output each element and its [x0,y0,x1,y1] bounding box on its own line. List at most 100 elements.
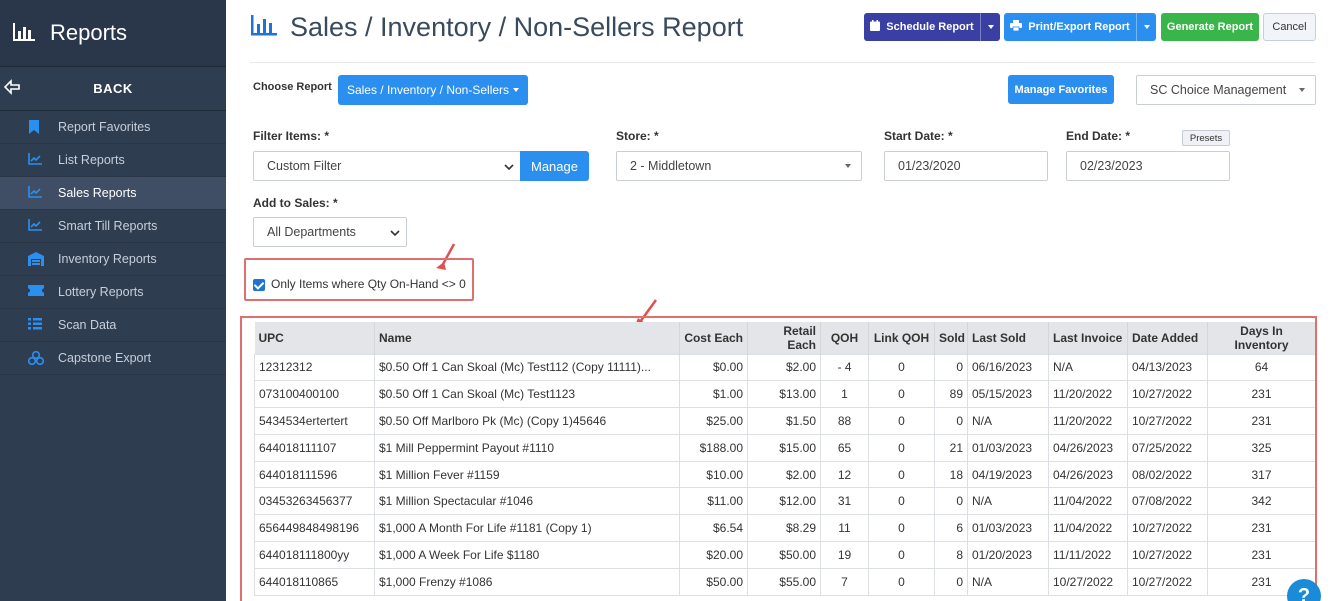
table-cell: 644018111596 [254,460,375,489]
cubes-icon [27,350,45,366]
filter-items-select[interactable]: Custom Filter [253,151,521,181]
schedule-dropdown-toggle[interactable] [980,13,1000,41]
company-select[interactable]: SC Choice Management [1136,75,1316,105]
chevron-down-icon [504,161,514,175]
table-cell: $15.00 [747,433,821,462]
table-row[interactable]: 644018111107 $1 Mill Peppermint Payout #1… [254,433,1315,462]
add-to-sales-label: Add to Sales: * [253,196,338,210]
table-cell: $1 Million Fever #1159 [374,460,680,489]
table-cell: $6.54 [679,514,748,543]
end-date-input[interactable] [1066,151,1230,181]
bookmark-icon [28,120,42,134]
results-table: UPC Name Cost Each Retail Each QOH Link QOH So… [254,322,1315,596]
sidebar-item-label: Smart Till Reports [58,219,158,233]
table-cell: N/A [1048,353,1128,382]
table-cell: $0.00 [679,353,748,382]
company-select-value: SC Choice Management [1150,83,1287,97]
table-row[interactable]: 5434534ertertert $0.50 Off Marlboro Pk (M… [254,407,1315,435]
column-header[interactable]: Last Sold [967,322,1049,354]
line-chart-icon [28,153,42,167]
sidebar-item-lottery-reports[interactable]: Lottery Reports [0,276,226,309]
table-cell: 231 [1207,380,1315,409]
highlight-box [244,258,474,301]
caret-down-icon [513,88,520,92]
sidebar-item-scan-data[interactable]: Scan Data [0,309,226,342]
schedule-report-button[interactable]: Schedule Report [864,13,1000,41]
table-cell: 01/03/2023 [967,433,1049,462]
table-cell: 644018111107 [254,433,375,462]
column-header[interactable]: UPC [254,322,375,354]
table-row[interactable]: 12312312 $0.50 Off 1 Can Skoal (Mc) Test1… [254,353,1315,382]
table-row[interactable]: 644018111800yy $1,000 A Week For Life $11… [254,541,1315,569]
table-row[interactable]: 073100400100 $0.50 Off 1 Can Skoal (Mc) T… [254,380,1315,409]
table-cell: 0 [934,487,968,516]
sidebar-item-report-favorites[interactable]: Report Favorites [0,111,226,144]
caret-down-icon [845,164,851,168]
help-button[interactable]: ? [1287,579,1321,601]
cancel-button[interactable]: Cancel [1263,13,1316,41]
table-cell: 19 [820,541,869,569]
table-cell: N/A [967,487,1049,516]
store-select[interactable]: 2 - Middletown [616,151,862,181]
page-title-text: Sales / Inventory / Non-Sellers Report [290,12,744,42]
column-header[interactable]: Sold [934,322,968,354]
choose-report-dropdown[interactable]: Sales / Inventory / Non-Sellers [338,75,528,105]
sidebar-item-capstone-export[interactable]: Capstone Export [0,342,226,375]
sidebar-item-sales-reports[interactable]: Sales Reports [0,177,226,210]
filter-items-value: Custom Filter [267,159,342,173]
table-cell: $25.00 [679,407,748,435]
column-header[interactable]: Link QOH [868,322,935,354]
table-cell: $55.00 [747,567,821,596]
qty-onhand-checkbox[interactable] [253,279,265,291]
print-export-button[interactable]: Print/Export Report [1004,13,1156,41]
calendar-icon [870,20,881,34]
table-cell: 231 [1207,541,1315,569]
column-header[interactable]: Date Added [1127,322,1208,354]
back-button[interactable]: BACK [0,67,226,111]
add-to-sales-select[interactable]: All Departments [253,217,407,247]
print-dropdown-toggle[interactable] [1136,13,1156,41]
schedule-report-label: Schedule Report [886,21,974,33]
column-header[interactable]: Name [374,322,680,354]
table-cell: 231 [1207,514,1315,543]
divider [250,62,1315,63]
table-cell: 231 [1207,407,1315,435]
table-row[interactable]: 644018111596 $1 Million Fever #1159 $10.00… [254,460,1315,489]
sidebar-item-inventory-reports[interactable]: Inventory Reports [0,243,226,276]
table-cell: 04/26/2023 [1048,433,1128,462]
table-cell: $50.00 [747,541,821,569]
table-cell: 0 [868,380,935,409]
back-label: BACK [93,81,133,96]
table-cell: 0 [934,567,968,596]
table-cell: $1,000 A Week For Life $1180 [374,541,680,569]
column-header[interactable]: QOH [820,322,869,354]
table-cell: 6 [934,514,968,543]
presets-button[interactable]: Presets [1182,130,1230,146]
table-row[interactable]: 656449848498196 $1,000 A Month For Life #… [254,514,1315,543]
table-row[interactable]: 03453263456377 $1 Million Spectacular #10… [254,487,1315,516]
table-cell: $0.50 Off Marlboro Pk (Mc) (Copy 1)45646 [374,407,680,435]
sidebar-item-list-reports[interactable]: List Reports [0,144,226,177]
table-cell: 65 [820,433,869,462]
table-cell: 18 [934,460,968,489]
start-date-input[interactable] [884,151,1048,181]
sidebar-header: Reports [0,0,226,67]
list-icon [28,318,42,332]
table-cell: 21 [934,433,968,462]
table-cell: 644018111800yy [254,541,375,569]
table-cell: $0.50 Off 1 Can Skoal (Mc) Test112 (Copy… [374,353,680,382]
table-cell: 04/19/2023 [967,460,1049,489]
manage-favorites-button[interactable]: Manage Favorites [1008,75,1114,104]
table-row[interactable]: 644018110865 $1,000 Frenzy #1086 $50.00 $55… [254,567,1315,596]
table-cell: 325 [1207,433,1315,462]
column-header[interactable]: Days In Inventory [1207,322,1315,354]
column-header[interactable]: Cost Each [679,322,748,354]
generate-report-button[interactable]: Generate Report [1161,13,1259,41]
bar-chart-icon [250,12,278,43]
manage-filter-button[interactable]: Manage [520,151,589,181]
sidebar-item-smart-till-reports[interactable]: Smart Till Reports [0,210,226,243]
sidebar-item-label: Report Favorites [58,120,151,134]
table-cell: $50.00 [679,567,748,596]
column-header[interactable]: Last Invoice [1048,322,1128,354]
column-header[interactable]: Retail Each [747,322,821,354]
